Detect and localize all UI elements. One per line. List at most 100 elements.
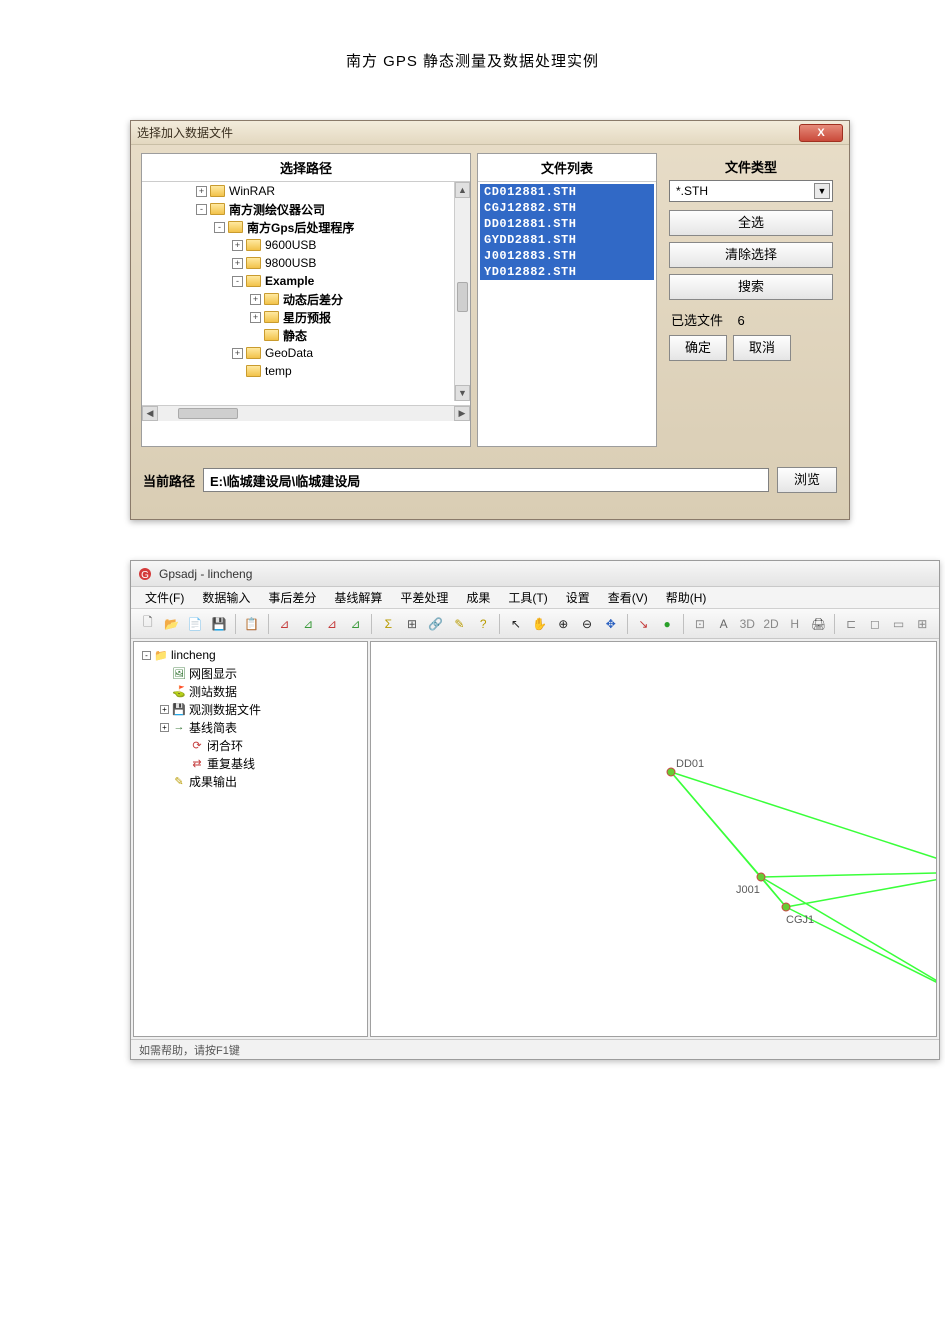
file-list-item[interactable]: CGJ12882.STH (480, 200, 654, 216)
tree-scrollbar-horizontal[interactable]: ◀ ▶ (142, 405, 470, 421)
current-path-input[interactable]: E:\临城建设局\临城建设局 (203, 468, 769, 492)
menu-item[interactable]: 事后差分 (260, 587, 324, 608)
toolbar-button[interactable]: 🗋 (137, 613, 159, 635)
toolbar-button[interactable]: ✥ (600, 613, 622, 635)
toolbar-button[interactable]: ⊿ (345, 613, 367, 635)
tree-item[interactable]: +星历预报 (142, 308, 470, 326)
toolbar[interactable]: 🗋📂📄💾📋⊿⊿⊿⊿Σ⊞🔗✎?↖✋⊕⊖✥↘●⊡A3D2DH🖨⊏◻▭⊞ (131, 609, 939, 639)
network-canvas[interactable]: DD01J001CGJ1YD01CD01 (370, 641, 937, 1037)
project-tree-item[interactable]: ✎成果输出 (138, 772, 363, 790)
clear-selection-button[interactable]: 清除选择 (669, 242, 833, 268)
tree-item[interactable]: 静态 (142, 326, 470, 344)
expand-icon[interactable]: + (232, 348, 243, 359)
toolbar-button[interactable]: 🔗 (425, 613, 447, 635)
toolbar-button[interactable]: ✋ (529, 613, 551, 635)
collapse-icon[interactable]: - (214, 222, 225, 233)
file-list[interactable]: CD012881.STHCGJ12882.STHDD012881.STHGYDD… (478, 181, 656, 282)
project-tree-item[interactable]: ⟳闭合环 (138, 736, 363, 754)
scroll-right-icon[interactable]: ▶ (454, 406, 470, 421)
tree-item[interactable]: +9800USB (142, 254, 470, 272)
project-tree-item[interactable]: +→基线简表 (138, 718, 363, 736)
toolbar-button[interactable]: ⊿ (321, 613, 343, 635)
tree-item[interactable]: temp (142, 362, 470, 380)
project-tree-item[interactable]: 🖼网图显示 (138, 664, 363, 682)
collapse-icon[interactable]: - (196, 204, 207, 215)
project-tree-item[interactable]: ⇄重复基线 (138, 754, 363, 772)
menu-item[interactable]: 数据输入 (194, 587, 258, 608)
expand-icon[interactable]: + (250, 312, 261, 323)
menu-item[interactable]: 基线解算 (326, 587, 390, 608)
toolbar-button[interactable]: ▭ (888, 613, 910, 635)
file-list-item[interactable]: GYDD2881.STH (480, 232, 654, 248)
tree-scrollbar-vertical[interactable]: ▲ ▼ (454, 182, 470, 401)
tree-item[interactable]: +动态后差分 (142, 290, 470, 308)
scroll-thumb[interactable] (457, 282, 468, 312)
project-tree-item[interactable]: -📁lincheng (138, 646, 363, 664)
toolbar-button[interactable]: ⊿ (297, 613, 319, 635)
filetype-combo[interactable]: *.STH ▼ (669, 180, 833, 202)
menu-item[interactable]: 工具(T) (500, 587, 555, 608)
cancel-button[interactable]: 取消 (733, 335, 791, 361)
chevron-down-icon[interactable]: ▼ (814, 183, 830, 199)
toolbar-button[interactable]: 3D (736, 613, 758, 635)
toolbar-button[interactable]: ● (656, 613, 678, 635)
dialog-titlebar[interactable]: 选择加入数据文件 X (131, 121, 849, 145)
expand-icon[interactable]: + (250, 294, 261, 305)
toolbar-button[interactable]: H (784, 613, 806, 635)
toolbar-button[interactable]: ⊞ (401, 613, 423, 635)
expand-icon[interactable]: + (232, 240, 243, 251)
ok-button[interactable]: 确定 (669, 335, 727, 361)
expand-icon[interactable]: + (232, 258, 243, 269)
scroll-thumb-h[interactable] (178, 408, 238, 419)
menu-item[interactable]: 帮助(H) (658, 587, 715, 608)
toolbar-button[interactable]: 📋 (241, 613, 263, 635)
menubar[interactable]: 文件(F)数据输入事后差分基线解算平差处理成果工具(T)设置查看(V)帮助(H) (131, 587, 939, 609)
toolbar-button[interactable]: 📄 (184, 613, 206, 635)
close-button[interactable]: X (799, 124, 843, 142)
toolbar-button[interactable]: ◻ (864, 613, 886, 635)
toolbar-button[interactable]: 🖨 (808, 613, 830, 635)
collapse-icon[interactable]: - (232, 276, 243, 287)
file-list-item[interactable]: YD012882.STH (480, 264, 654, 280)
expand-icon[interactable]: + (160, 723, 169, 732)
toolbar-button[interactable]: 💾 (208, 613, 230, 635)
toolbar-button[interactable]: 📂 (161, 613, 183, 635)
tree-item[interactable]: -Example (142, 272, 470, 290)
menu-item[interactable]: 成果 (458, 587, 498, 608)
select-all-button[interactable]: 全选 (669, 210, 833, 236)
menu-item[interactable]: 文件(F) (137, 587, 192, 608)
toolbar-button[interactable]: 2D (760, 613, 782, 635)
project-tree-item[interactable]: ⛳测站数据 (138, 682, 363, 700)
toolbar-button[interactable]: ⊡ (689, 613, 711, 635)
expand-icon[interactable]: + (196, 186, 207, 197)
menu-item[interactable]: 设置 (558, 587, 598, 608)
tree-item[interactable]: -南方Gps后处理程序 (142, 218, 470, 236)
network-node[interactable] (667, 768, 675, 776)
app-titlebar[interactable]: G Gpsadj - lincheng (131, 561, 939, 587)
scroll-down-icon[interactable]: ▼ (455, 385, 470, 401)
project-tree-item[interactable]: +💾观测数据文件 (138, 700, 363, 718)
toolbar-button[interactable]: ⊞ (911, 613, 933, 635)
toolbar-button[interactable]: ⊏ (840, 613, 862, 635)
toolbar-button[interactable]: ⊕ (552, 613, 574, 635)
network-node[interactable] (782, 903, 790, 911)
toolbar-button[interactable]: ✎ (449, 613, 471, 635)
toolbar-button[interactable]: ⊿ (274, 613, 296, 635)
scroll-left-icon[interactable]: ◀ (142, 406, 158, 421)
network-node[interactable] (757, 873, 765, 881)
project-tree[interactable]: -📁lincheng🖼网图显示⛳测站数据+💾观测数据文件+→基线简表⟳闭合环⇄重… (133, 641, 368, 1037)
toolbar-button[interactable]: ? (472, 613, 494, 635)
toolbar-button[interactable]: A (713, 613, 735, 635)
file-list-item[interactable]: J0012883.STH (480, 248, 654, 264)
file-list-item[interactable]: CD012881.STH (480, 184, 654, 200)
toolbar-button[interactable]: ⊖ (576, 613, 598, 635)
toolbar-button[interactable]: Σ (377, 613, 399, 635)
tree-item[interactable]: +GeoData (142, 344, 470, 362)
browse-button[interactable]: 浏览 (777, 467, 837, 493)
expand-icon[interactable]: + (160, 705, 169, 714)
search-button[interactable]: 搜索 (669, 274, 833, 300)
folder-tree[interactable]: +WinRAR-南方测绘仪器公司-南方Gps后处理程序+9600USB+9800… (142, 181, 470, 421)
tree-item[interactable]: -南方测绘仪器公司 (142, 200, 470, 218)
menu-item[interactable]: 查看(V) (600, 587, 656, 608)
file-list-item[interactable]: DD012881.STH (480, 216, 654, 232)
